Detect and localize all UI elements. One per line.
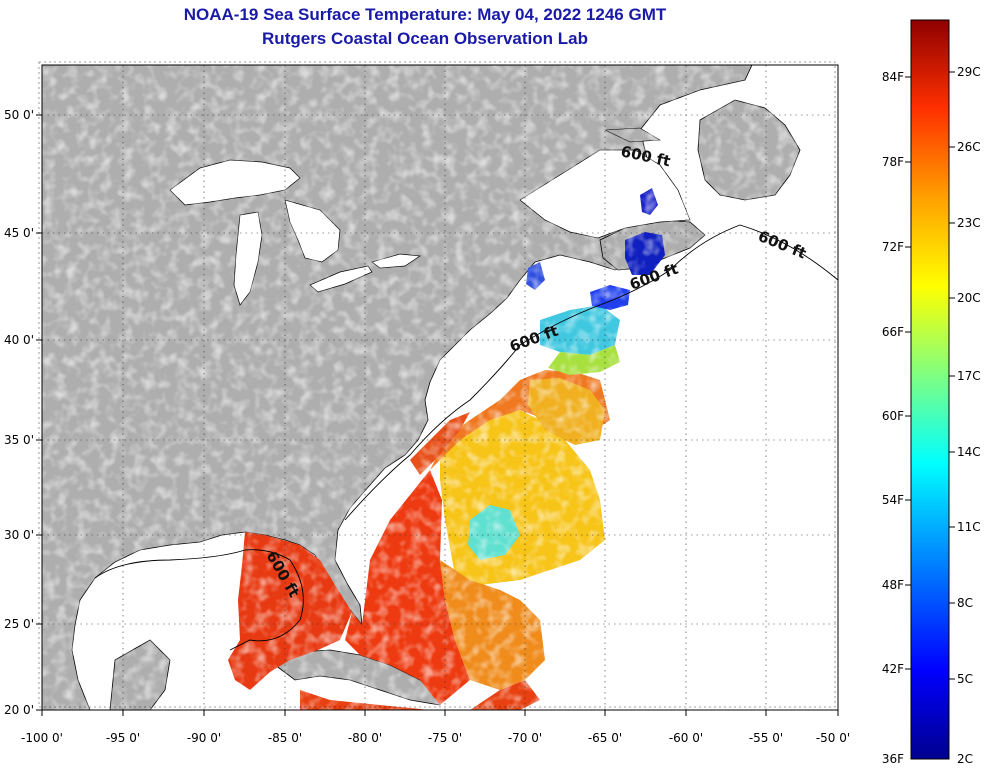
cb-c-label: 29C — [957, 65, 981, 79]
lat-label: 50 0' — [4, 108, 34, 122]
longitude-labels: -100 0' -95 0' -90 0' -85 0' -80 0' -75 … — [21, 731, 850, 745]
cb-f-label: 36F — [882, 752, 904, 766]
map-frame — [41, 64, 839, 711]
map-title: NOAA-19 Sea Surface Temperature: May 04,… — [183, 5, 667, 24]
lon-label: -95 0' — [106, 731, 140, 745]
lon-label: -70 0' — [508, 731, 542, 745]
cb-c-label: 5C — [957, 672, 973, 686]
lon-label: -80 0' — [348, 731, 382, 745]
cb-c-label: 2C — [957, 752, 973, 766]
lat-label: 30 0' — [4, 528, 34, 542]
lat-label: 25 0' — [4, 617, 34, 631]
lon-label: -65 0' — [588, 731, 622, 745]
cb-f-label: 48F — [882, 578, 904, 592]
cb-c-label: 26C — [957, 140, 981, 154]
lon-label: -90 0' — [187, 731, 221, 745]
cb-c-label: 23C — [957, 216, 981, 230]
cb-f-label: 72F — [882, 240, 904, 254]
graticule — [42, 65, 838, 710]
isobath-lines — [94, 224, 838, 651]
map-subtitle: Rutgers Coastal Ocean Observation Lab — [262, 29, 588, 48]
cloud-speckle-overlay — [42, 65, 838, 710]
lon-label: -55 0' — [749, 731, 783, 745]
latitude-labels: 50 0' 45 0' 40 0' 35 0' 30 0' 25 0' 20 0… — [4, 108, 34, 717]
cb-c-label: 14C — [957, 445, 981, 459]
lat-label: 45 0' — [4, 226, 34, 240]
colorbar-fahrenheit-labels: 84F 78F 72F 66F 60F 54F 48F 42F 36F — [882, 70, 904, 766]
lon-label: -75 0' — [428, 731, 462, 745]
isobath-atlantic — [344, 224, 838, 521]
cb-f-label: 54F — [882, 493, 904, 507]
colorbar — [910, 19, 950, 760]
lon-label: -50 0' — [816, 731, 850, 745]
cb-c-label: 11C — [957, 520, 981, 534]
cb-c-label: 17C — [957, 369, 981, 383]
lat-label: 35 0' — [4, 433, 34, 447]
cb-f-label: 66F — [882, 325, 904, 339]
colorbar-ticks — [905, 71, 955, 680]
cb-f-label: 60F — [882, 409, 904, 423]
colorbar-celsius-labels: 29C 26C 23C 20C 17C 14C 11C 8C 5C 2C — [957, 65, 981, 766]
lon-label: -100 0' — [21, 731, 63, 745]
cb-f-label: 84F — [882, 70, 904, 84]
cb-c-label: 20C — [957, 291, 981, 305]
cb-c-label: 8C — [957, 596, 973, 610]
lon-label: -60 0' — [669, 731, 703, 745]
cb-f-label: 78F — [882, 155, 904, 169]
isobath-gulf — [94, 549, 304, 651]
axis-ticks — [36, 114, 839, 716]
cb-f-label: 42F — [882, 662, 904, 676]
lat-label: 40 0' — [4, 333, 34, 347]
lat-label: 20 0' — [4, 703, 34, 717]
lon-label: -85 0' — [268, 731, 302, 745]
